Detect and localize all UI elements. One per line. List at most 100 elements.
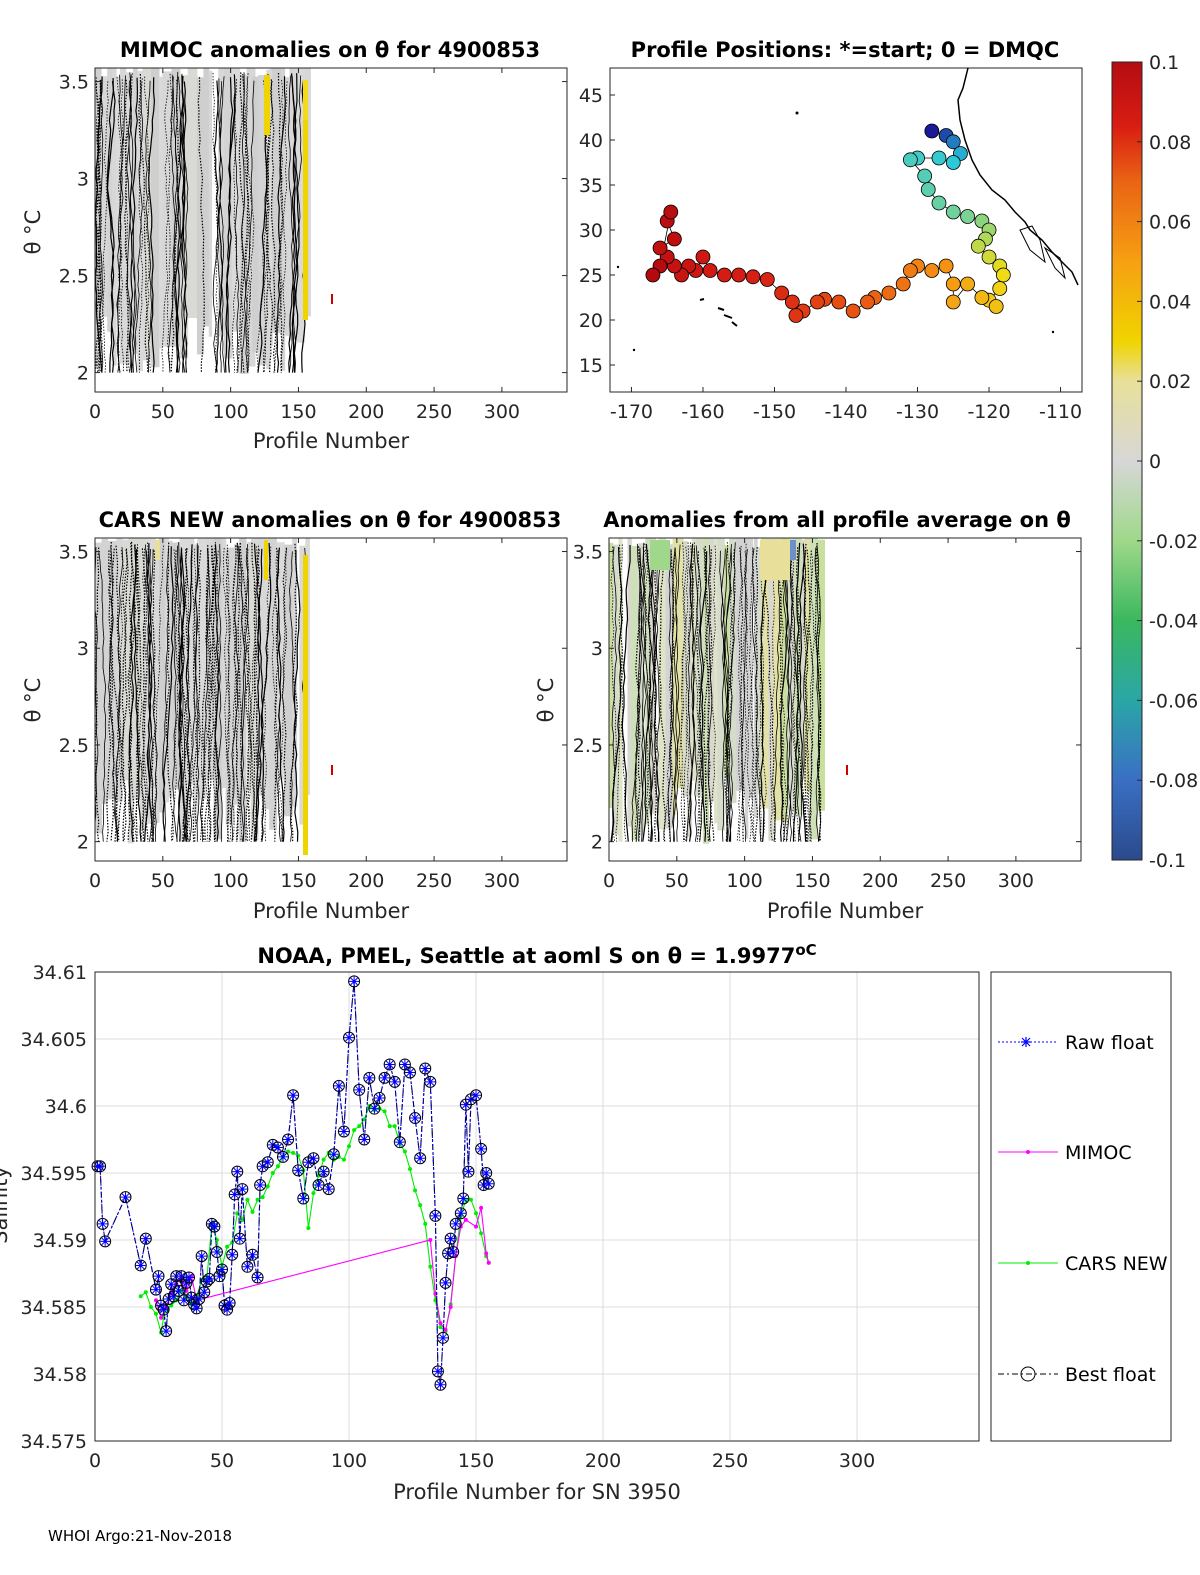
best-float-point bbox=[152, 1270, 165, 1283]
anomaly-cell bbox=[158, 76, 163, 349]
profile-position-marker bbox=[995, 267, 1011, 283]
anomaly-cell bbox=[203, 68, 210, 327]
anomaly-cell bbox=[165, 538, 170, 803]
profile-position-marker bbox=[945, 294, 961, 310]
best-float-point bbox=[287, 1089, 300, 1102]
raw-float-point bbox=[293, 1165, 304, 1176]
contour-line bbox=[121, 549, 128, 842]
contour-line bbox=[134, 80, 143, 373]
contour-line bbox=[134, 544, 145, 842]
anomaly-highlight bbox=[790, 540, 796, 560]
raw-float-point bbox=[194, 1293, 205, 1304]
best-float-point bbox=[447, 1246, 460, 1259]
raw-float-point bbox=[224, 1297, 235, 1308]
contour-line bbox=[113, 547, 124, 842]
allavg-panel: Anomalies from all profile average on θ … bbox=[534, 508, 1082, 923]
raw-float-point bbox=[234, 1233, 245, 1244]
legend-best-label: Best float bbox=[1065, 1364, 1156, 1386]
raw-float-point bbox=[438, 1332, 449, 1343]
contour-line bbox=[791, 549, 797, 842]
contour-line bbox=[291, 75, 300, 373]
contour-line bbox=[203, 548, 210, 842]
contour-line bbox=[707, 544, 713, 842]
contour-line bbox=[277, 72, 284, 373]
raw-float-point bbox=[255, 1180, 266, 1191]
contour-line bbox=[107, 550, 120, 842]
profile-position-marker bbox=[695, 249, 711, 265]
cars-point bbox=[291, 1150, 296, 1155]
profile-position-marker bbox=[666, 231, 682, 247]
cars-y-label: θ °C bbox=[21, 678, 45, 723]
contour-line bbox=[809, 550, 815, 842]
colorbar-tick-label: 0.1 bbox=[1149, 52, 1179, 74]
contour-line bbox=[779, 548, 789, 842]
anomaly-cell bbox=[232, 68, 241, 332]
mimoc-point bbox=[479, 1205, 484, 1210]
best-float-point bbox=[475, 1142, 488, 1155]
cars-point bbox=[423, 1221, 428, 1226]
anomaly-cell bbox=[186, 538, 195, 785]
y-tick-label: 2 bbox=[77, 832, 89, 854]
raw-float-point bbox=[303, 1157, 314, 1168]
contour-line bbox=[790, 542, 801, 842]
cars-point bbox=[143, 1290, 148, 1295]
x-tick-label: 250 bbox=[930, 870, 966, 892]
contour-line bbox=[124, 79, 130, 373]
best-float-point bbox=[431, 1365, 444, 1378]
salinity-series bbox=[91, 975, 495, 1391]
y-tick-label: 34.59 bbox=[33, 1230, 87, 1252]
legend-box bbox=[990, 971, 1172, 1442]
legend-cars: CARS NEW bbox=[998, 1253, 1168, 1275]
positions-axes bbox=[609, 67, 1083, 393]
contour-line bbox=[167, 76, 176, 373]
mimoc-point bbox=[486, 1260, 491, 1265]
anomaly-cell bbox=[266, 69, 271, 370]
raw-float-point bbox=[196, 1251, 207, 1262]
profile-position-marker bbox=[931, 195, 947, 211]
contour-line bbox=[673, 548, 679, 842]
anomaly-cell bbox=[187, 68, 198, 319]
contour-line bbox=[699, 551, 708, 842]
profile-position-marker bbox=[970, 238, 986, 254]
profile-position-marker bbox=[974, 290, 990, 305]
contour-line bbox=[222, 547, 230, 842]
raw-float-point bbox=[404, 1067, 415, 1078]
contour-line bbox=[106, 77, 115, 373]
contour-line bbox=[138, 78, 143, 373]
raw-float-point bbox=[440, 1277, 451, 1288]
anomaly-cell bbox=[817, 539, 826, 811]
y-tick-label: 3.5 bbox=[59, 542, 89, 564]
contour-line bbox=[204, 548, 215, 842]
contour-line bbox=[140, 542, 149, 842]
raw-float-point bbox=[209, 1221, 220, 1232]
raw-float-point bbox=[232, 1166, 243, 1177]
anomaly-cell bbox=[744, 538, 749, 839]
raw-float-point bbox=[483, 1178, 494, 1189]
contour-line bbox=[148, 77, 156, 373]
profile-position-marker bbox=[945, 204, 961, 220]
best-float-point bbox=[337, 1125, 350, 1138]
raw-float-point bbox=[173, 1285, 184, 1296]
best-float-point bbox=[99, 1235, 112, 1248]
mimoc-axes bbox=[94, 67, 568, 393]
raw-float-point bbox=[359, 1134, 370, 1145]
contour-line bbox=[235, 543, 245, 842]
legend-best-float: Best float bbox=[998, 1364, 1156, 1386]
y-tick-label: 2.5 bbox=[59, 735, 89, 757]
best-float-point bbox=[348, 975, 361, 988]
anomaly-cell bbox=[695, 538, 704, 797]
colorbar-ticks: 0.1 0.08 0.06 0.04 0.02 0 -0.02 -0.04 -0.06 -0.08… bbox=[1137, 52, 1198, 872]
best-float-point bbox=[182, 1271, 195, 1284]
raw-float-point bbox=[430, 1210, 441, 1221]
cars-point bbox=[235, 1211, 240, 1216]
anomaly-cell bbox=[95, 68, 102, 369]
anomaly-highlight bbox=[264, 75, 270, 135]
x-tick-label: -130 bbox=[896, 401, 939, 423]
y-tick-label: 34.595 bbox=[21, 1163, 87, 1185]
anomaly-cell bbox=[158, 538, 166, 813]
raw-float-point bbox=[211, 1247, 222, 1258]
anomaly-cell bbox=[665, 544, 673, 829]
x-tick-label: 250 bbox=[416, 401, 452, 423]
y-tick-label: 2 bbox=[591, 832, 603, 854]
raw-float-point bbox=[420, 1063, 431, 1074]
